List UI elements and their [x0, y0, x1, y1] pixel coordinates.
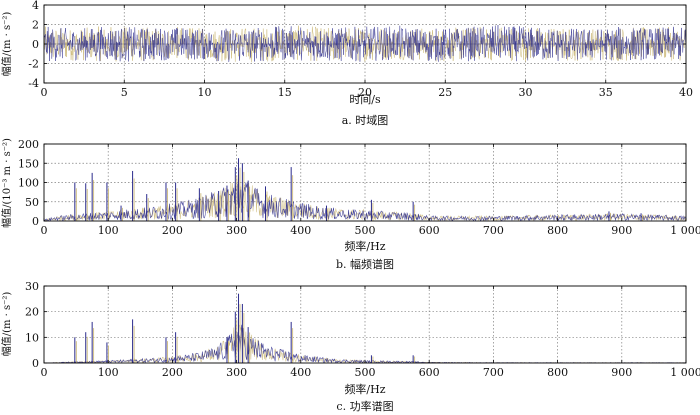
- x-tick-label: 100: [98, 224, 119, 237]
- x-tick-label: 600: [419, 224, 440, 237]
- y-tick-label: 30: [25, 280, 39, 293]
- y-tick-label: -4: [28, 77, 39, 90]
- panel-amplitude-spectrum: 0 100 200 300 400 500 600 700 800 900 1 0002001501…: [0, 138, 700, 271]
- x-tick-label: 25: [438, 86, 452, 99]
- x-tick-label: 40: [679, 86, 693, 99]
- x-tick-label: 500: [355, 224, 376, 237]
- y-tick-label: 150: [18, 157, 39, 170]
- y-tick-label: 0: [32, 357, 39, 370]
- y-tick-label: 20: [25, 306, 39, 319]
- y-tick-label: 200: [18, 138, 39, 151]
- panel-power-spectrum: 0 100 200 300 400 500 600 700 800 900 1 0003020100…: [0, 280, 700, 413]
- y-axis-title: 幅值/(m · s⁻²): [0, 292, 13, 357]
- x-tick-label: 1 000: [670, 224, 700, 237]
- panel-caption: c. 功率谱图: [336, 399, 393, 413]
- x-tick-label: 800: [547, 366, 568, 379]
- x-tick-label: 0: [41, 224, 48, 237]
- x-tick-label: 10: [198, 86, 212, 99]
- y-tick-label: 2: [32, 19, 39, 32]
- x-tick-label: 300: [226, 224, 247, 237]
- x-tick-label: 35: [599, 86, 613, 99]
- x-tick-label: 900: [611, 366, 632, 379]
- x-tick-label: 200: [162, 224, 183, 237]
- x-tick-label: 100: [98, 366, 119, 379]
- series-line-primary: [44, 24, 686, 62]
- y-tick-label: -2: [28, 58, 39, 71]
- x-tick-label: 400: [290, 224, 311, 237]
- x-tick-label: 200: [162, 366, 183, 379]
- series-group: [44, 24, 686, 63]
- y-tick-label: 100: [18, 177, 39, 190]
- y-tick-label: 50: [25, 196, 39, 209]
- y-tick-label: 10: [25, 331, 39, 344]
- x-axis-title: 频率/Hz: [344, 239, 385, 253]
- x-axis-title: 频率/Hz: [344, 382, 385, 396]
- x-tick-label: 5: [121, 86, 128, 99]
- x-tick-label: 500: [355, 366, 376, 379]
- x-tick-label: 900: [611, 224, 632, 237]
- x-tick-label: 800: [547, 224, 568, 237]
- x-tick-label: 0: [41, 86, 48, 99]
- x-axis-title: 时间/s: [349, 93, 381, 106]
- y-tick-label: 4: [32, 0, 39, 12]
- x-tick-label: 1 000: [670, 366, 700, 379]
- x-tick-label: 300: [226, 366, 247, 379]
- y-tick-label: 0: [32, 215, 39, 228]
- x-tick-label: 700: [483, 366, 504, 379]
- x-tick-label: 600: [419, 366, 440, 379]
- series-line-secondary: [44, 25, 686, 63]
- x-tick-label: 0: [41, 366, 48, 379]
- x-tick-label: 15: [278, 86, 292, 99]
- x-tick-label: 400: [290, 366, 311, 379]
- y-axis-title: 幅值/(m · s⁻²): [0, 12, 13, 77]
- y-axis-title: 幅值/(10⁻³ m · s⁻²): [0, 138, 13, 228]
- x-tick-label: 20: [358, 86, 372, 99]
- y-tick-label: 0: [32, 38, 39, 51]
- x-tick-label: 700: [483, 224, 504, 237]
- panel-caption: a. 时域图: [342, 114, 389, 127]
- series-line-primary: [44, 182, 686, 221]
- x-tick-label: 30: [519, 86, 533, 99]
- panel-caption: b. 幅频谱图: [336, 257, 394, 271]
